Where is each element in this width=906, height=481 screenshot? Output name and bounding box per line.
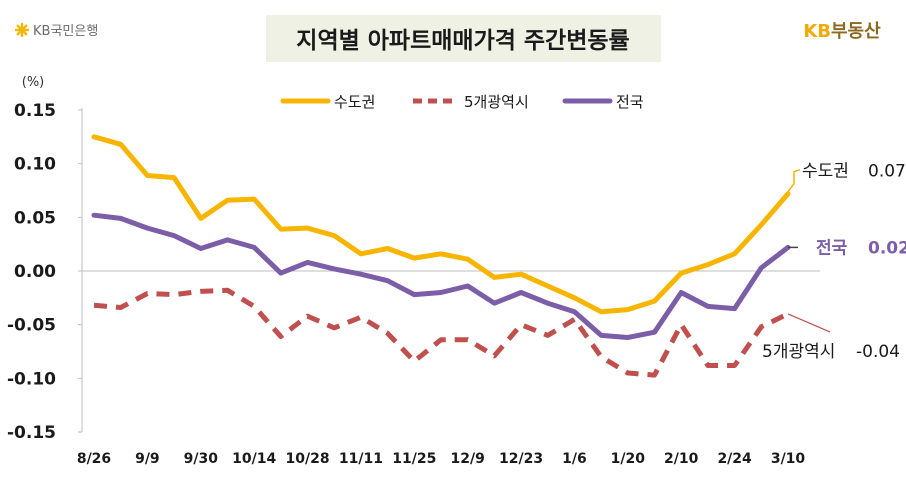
y-tick-label-5: -0.10 <box>7 369 56 389</box>
x-tick-label-5: 11/11 <box>339 451 383 467</box>
x-tick-label-11: 2/10 <box>664 451 699 467</box>
legend-label-0: 수도권 <box>334 93 375 111</box>
chart-title: 지역별 아파트매매가격 주간변동률 <box>296 28 629 54</box>
x-tick-label-3: 10/14 <box>232 451 276 467</box>
x-tick-label-9: 1/6 <box>562 451 587 467</box>
series-line-2 <box>91 212 791 340</box>
x-tick-label-12: 2/24 <box>717 451 752 467</box>
kb-real-estate-logo: KB부동산 <box>803 21 881 42</box>
end-label-name-2: 5개광역시 <box>762 342 835 362</box>
end-label-name-0: 수도권 <box>802 162 849 182</box>
x-tick-label-2: 9/30 <box>184 451 219 467</box>
end-label-leader-2 <box>787 313 831 333</box>
series-line-0 <box>91 134 791 315</box>
end-label-value-0: 0.07 <box>868 162 906 182</box>
title-background <box>266 15 661 62</box>
end-label-value-1: 0.02 <box>868 238 906 258</box>
y-axis-unit-label: (%) <box>22 75 45 90</box>
end-label-name-1: 전국 <box>816 238 848 258</box>
y-tick-label-6: -0.15 <box>7 423 56 443</box>
legend-label-1: 5개광역시 <box>464 93 529 111</box>
x-tick-label-4: 10/28 <box>285 451 329 467</box>
x-tick-label-6: 11/25 <box>392 451 436 467</box>
series-line-1 <box>93 287 790 378</box>
x-tick-label-8: 12/23 <box>499 451 543 467</box>
x-tick-label-0: 8/26 <box>77 451 111 467</box>
x-tick-label-13: 3/10 <box>771 451 806 467</box>
y-tick-label-2: 0.05 <box>14 208 56 228</box>
x-tick-label-10: 1/20 <box>611 451 646 467</box>
x-tick-label-7: 12/9 <box>451 451 485 467</box>
end-label-value-2: -0.04 <box>856 342 900 362</box>
legend-label-2: 전국 <box>616 93 644 111</box>
y-tick-label-3: 0.00 <box>14 262 56 282</box>
y-tick-label-4: -0.05 <box>7 316 56 336</box>
y-tick-label-0: 0.15 <box>14 101 56 121</box>
end-label-leader-0 <box>787 169 801 193</box>
kb-star-icon <box>14 22 30 38</box>
x-tick-label-1: 9/9 <box>135 451 160 467</box>
kb-bank-logo-text: KB국민은행 <box>33 23 98 39</box>
y-tick-label-1: 0.10 <box>14 155 56 175</box>
